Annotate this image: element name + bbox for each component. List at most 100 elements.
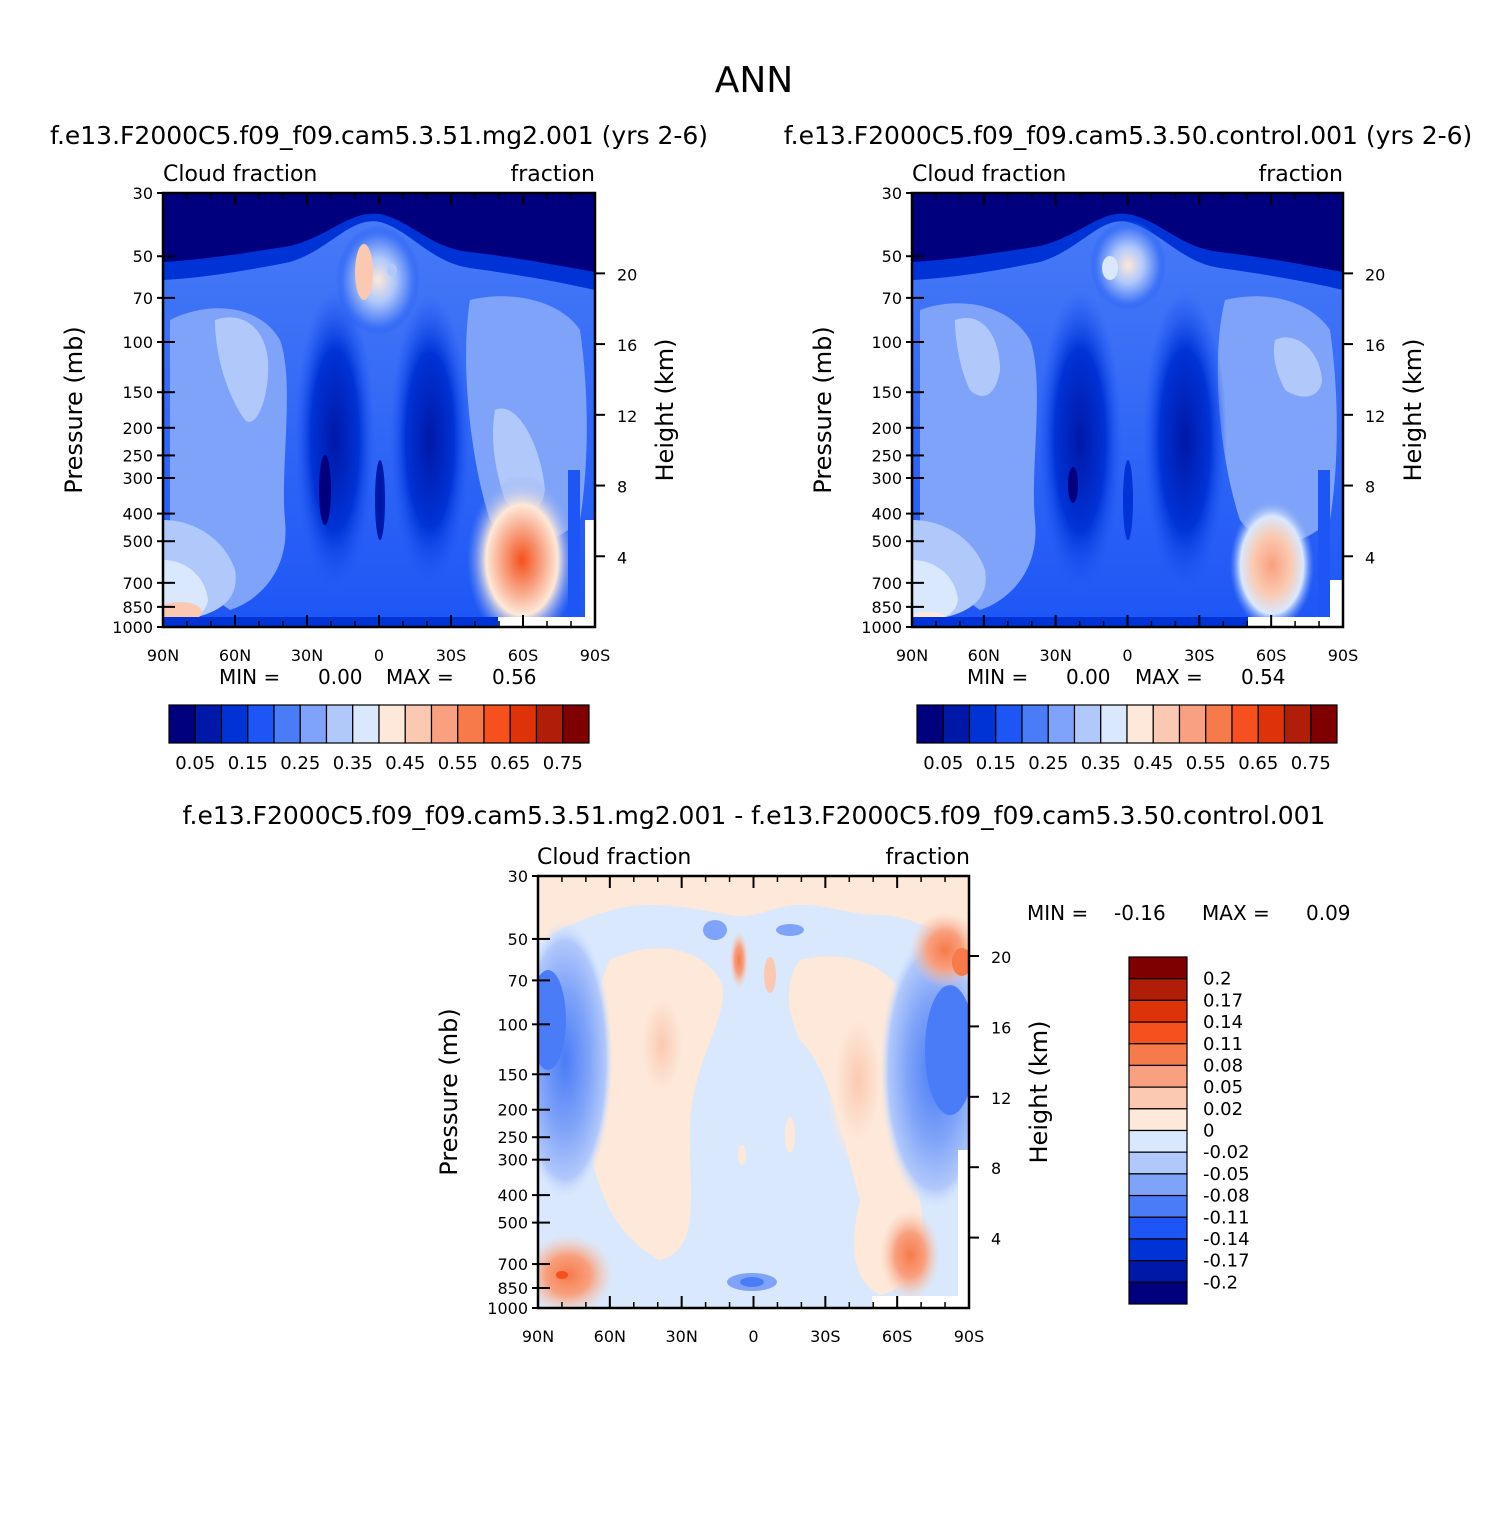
- pressure-tick-label: 30: [133, 184, 153, 203]
- colorbar-label: 0.35: [1081, 753, 1121, 774]
- colorbar-swatch: [995, 704, 1023, 744]
- lat-tick-label: 0: [1122, 646, 1132, 665]
- height-tick-label: 12: [991, 1089, 1011, 1108]
- pressure-tick-label: 50: [133, 247, 153, 266]
- pressure-tick-label: 150: [497, 1065, 528, 1084]
- pressure-tick-label: 700: [871, 574, 902, 593]
- colorbar-swatch: [1128, 1086, 1188, 1110]
- panel-test-axes: 305070100150200250300400500700850100090N…: [112, 184, 637, 665]
- height-tick-label: 16: [991, 1018, 1011, 1037]
- panel-control-min-label: MIN =: [967, 665, 1028, 689]
- colorbar-swatch: [916, 704, 944, 744]
- lat-tick-label: 60N: [594, 1327, 626, 1346]
- panel-control-field: [912, 193, 1343, 627]
- colorbar-swatch: [1128, 1021, 1188, 1045]
- panel-test-min-value: 0.00: [318, 665, 363, 689]
- pressure-tick-label: 100: [497, 1015, 528, 1034]
- lat-tick-label: 30N: [291, 646, 323, 665]
- panel-control-min-value: 0.00: [1066, 665, 1111, 689]
- colorbar-swatch: [1178, 704, 1207, 744]
- panel-diff-max-label: MAX =: [1202, 901, 1270, 925]
- pressure-tick-label: 150: [871, 383, 902, 402]
- height-tick-label: 4: [1365, 548, 1375, 567]
- colorbar-swatch: [1310, 704, 1338, 744]
- lat-tick-label: 90N: [896, 646, 928, 665]
- lat-tick-label: 60N: [968, 646, 1000, 665]
- pressure-tick-label: 500: [871, 532, 902, 551]
- panel-test-left-label: Cloud fraction: [163, 162, 317, 187]
- pressure-tick-label: 700: [497, 1255, 528, 1274]
- colorbar-label: -0.11: [1203, 1207, 1250, 1228]
- pressure-tick-label: 1000: [861, 618, 902, 637]
- panel-control: f.e13.F2000C5.f09_f09.cam5.3.50.control.…: [784, 121, 1473, 774]
- panel-diff: f.e13.F2000C5.f09_f09.cam5.3.51.mg2.001 …: [183, 801, 1351, 1346]
- pressure-tick-label: 30: [508, 867, 528, 886]
- colorbar-label: 0.17: [1203, 990, 1243, 1011]
- figure-title: ANN: [715, 60, 794, 101]
- panel-test-ylabel: Pressure (mb): [60, 326, 88, 493]
- colorbar-label: -0.05: [1203, 1164, 1250, 1185]
- pressure-tick-label: 1000: [112, 618, 153, 637]
- colorbar-swatch: [352, 704, 380, 744]
- panel-test-max-label: MAX =: [386, 665, 454, 689]
- colorbar-swatch: [1128, 1129, 1188, 1153]
- lat-tick-label: 60S: [1256, 646, 1287, 665]
- colorbar-label: 0.55: [438, 753, 478, 774]
- pressure-tick-label: 300: [497, 1151, 528, 1170]
- colorbar-label: 0.2: [1203, 969, 1232, 990]
- pressure-tick-label: 850: [122, 598, 153, 617]
- pressure-tick-label: 50: [508, 930, 528, 949]
- panel-diff-min-label: MIN =: [1027, 901, 1088, 925]
- colorbar-swatch: [194, 704, 223, 744]
- height-tick-label: 20: [1365, 265, 1385, 284]
- colorbar-swatch: [325, 704, 354, 744]
- panel-test: f.e13.F2000C5.f09_f09.cam5.3.51.mg2.001 …: [50, 121, 708, 774]
- pressure-tick-label: 500: [497, 1214, 528, 1233]
- pressure-tick-label: 250: [497, 1128, 528, 1147]
- colorbar-label: 0.02: [1203, 1099, 1243, 1120]
- lat-tick-label: 30N: [1040, 646, 1072, 665]
- colorbar-label: 0.08: [1203, 1055, 1243, 1076]
- pressure-tick-label: 70: [133, 289, 153, 308]
- pressure-tick-label: 500: [122, 532, 153, 551]
- panel-diff-title: f.e13.F2000C5.f09_f09.cam5.3.51.mg2.001 …: [183, 801, 1326, 830]
- panel-control-colorbar: 0.05 0.15 0.25 0.35 0.45 0.55 0.65 0.75: [916, 704, 1338, 774]
- colorbar-swatch: [1128, 1194, 1188, 1218]
- colorbar-label: 0.14: [1203, 1012, 1243, 1033]
- colorbar-label: 0.25: [1028, 753, 1068, 774]
- pressure-tick-label: 150: [122, 383, 153, 402]
- colorbar-swatch: [1152, 704, 1181, 744]
- lat-tick-label: 90S: [580, 646, 611, 665]
- colorbar-swatch: [968, 704, 997, 744]
- panel-test-colorbar: 0.05 0.15 0.25 0.35 0.45 0.55 0.65 0.75: [168, 704, 590, 774]
- height-tick-label: 16: [617, 336, 637, 355]
- colorbar-label: 0.05: [1203, 1077, 1243, 1098]
- colorbar-label: 0.11: [1203, 1034, 1243, 1055]
- panel-control-max-value: 0.54: [1241, 665, 1286, 689]
- colorbar-swatch: [273, 704, 301, 744]
- panel-diff-field: [538, 876, 969, 1308]
- colorbar-swatch: [1128, 1216, 1188, 1240]
- lat-tick-label: 90S: [1328, 646, 1359, 665]
- pressure-tick-label: 850: [497, 1279, 528, 1298]
- pressure-tick-label: 200: [122, 419, 153, 438]
- lat-tick-label: 90N: [147, 646, 179, 665]
- colorbar-label: 0.25: [280, 753, 320, 774]
- colorbar-swatch: [1128, 1151, 1188, 1175]
- panel-diff-colorbar: 0.20.170.140.110.080.050.020-0.02-0.05-0…: [1128, 956, 1250, 1305]
- lat-tick-label: 90N: [522, 1327, 554, 1346]
- panel-control-ylabel: Pressure (mb): [809, 326, 837, 493]
- lat-tick-label: 30N: [666, 1327, 698, 1346]
- pressure-tick-label: 850: [871, 598, 902, 617]
- colorbar-label: 0.65: [1238, 753, 1278, 774]
- height-tick-label: 4: [617, 548, 627, 567]
- colorbar-label: 0.55: [1186, 753, 1226, 774]
- height-tick-label: 8: [1365, 478, 1375, 497]
- colorbar-swatch: [168, 704, 196, 744]
- pressure-tick-label: 70: [508, 971, 528, 990]
- pressure-tick-label: 300: [122, 469, 153, 488]
- pressure-tick-label: 200: [871, 419, 902, 438]
- height-tick-label: 12: [617, 407, 637, 426]
- colorbar-swatch: [1021, 704, 1049, 744]
- colorbar-swatch: [1128, 1173, 1188, 1197]
